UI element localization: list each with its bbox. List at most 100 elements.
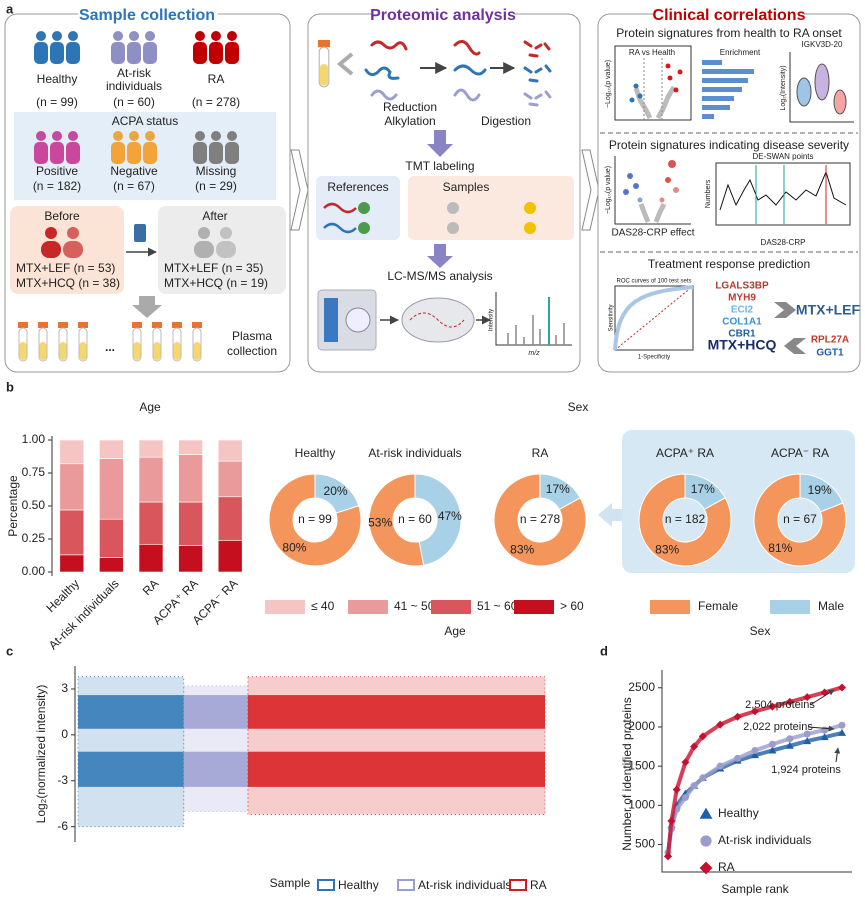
value-label: 19%	[808, 483, 832, 497]
tag	[524, 202, 536, 214]
annotation-arrow	[807, 725, 835, 732]
intensity-band	[78, 695, 184, 729]
annotation-arrow	[834, 747, 841, 763]
legend-label: ≤ 40	[311, 599, 335, 613]
bar-segment	[138, 439, 164, 458]
step-label: References	[327, 180, 388, 194]
section-title: Treatment response prediction	[648, 257, 810, 271]
value-label: 53%	[368, 515, 392, 529]
ellipsis: ...	[105, 340, 115, 354]
marker	[785, 697, 794, 706]
legend-label: 41 ~ 50	[394, 599, 435, 613]
legend-label: Male	[818, 599, 844, 613]
acpa-n: (n = 29)	[195, 179, 237, 193]
legend-label: 51 ~ 60	[477, 599, 518, 613]
x-tick-label: Healthy	[43, 576, 82, 615]
tube	[172, 322, 182, 362]
legend-swatch	[317, 879, 335, 891]
value-label: 47%	[438, 509, 462, 523]
roc-curves	[613, 285, 694, 351]
tube	[152, 322, 162, 362]
legend-swatch	[509, 879, 527, 891]
intensity-band	[183, 695, 248, 729]
chart-title: Age	[139, 400, 161, 414]
gene: COL1A1	[722, 317, 762, 328]
legend-label: Female	[698, 599, 738, 613]
bar-segment	[178, 439, 203, 455]
annotation: 1,924 proteins	[771, 764, 841, 776]
arrow	[132, 296, 162, 318]
bar-segment	[59, 463, 85, 511]
person-icon	[111, 31, 157, 64]
marker	[681, 794, 689, 802]
value-label: 81%	[768, 541, 792, 555]
title-bg	[78, 6, 218, 24]
panel-label: d	[600, 643, 608, 658]
intensity-band	[183, 751, 248, 787]
arrow	[774, 302, 796, 318]
treatment: MTX+HCQ	[708, 337, 777, 353]
tube	[38, 322, 48, 362]
axis-label: Number of identified proteins	[620, 697, 634, 850]
marker	[768, 702, 777, 711]
tube	[18, 322, 28, 362]
axis-label: m/z	[528, 350, 540, 357]
bar-segment	[178, 545, 203, 573]
bar-segment	[99, 557, 124, 573]
step-label: TMT labeling	[405, 159, 474, 173]
axis-label: −Log₁₀(p value)	[605, 166, 612, 214]
y-tick-label: -3	[57, 773, 68, 787]
group-label: individuals	[106, 79, 162, 93]
bar-segment	[59, 509, 85, 556]
chevron	[290, 149, 309, 231]
marker	[803, 737, 812, 745]
tube	[78, 322, 88, 362]
axis-label: Intensity	[489, 309, 495, 331]
marker	[664, 852, 672, 861]
axis-label: 1-Specificity	[638, 355, 670, 361]
mini-title: RA vs Health	[629, 48, 675, 57]
intensity-range	[247, 676, 546, 815]
marker	[700, 835, 712, 847]
marker	[716, 720, 725, 729]
plasma-label: Plasma	[232, 329, 272, 343]
proteins	[364, 40, 487, 102]
marker	[672, 785, 681, 794]
pie-center: n = 99	[298, 512, 332, 526]
step-label: Alkylation	[384, 114, 435, 128]
y-tick-label: 1.00	[22, 432, 46, 446]
violins	[796, 63, 847, 115]
title-bg	[654, 6, 804, 24]
mini-volcano-points	[629, 58, 683, 120]
pie-center: n = 182	[665, 512, 706, 526]
bar-segment	[99, 518, 124, 558]
value-label: 83%	[655, 542, 679, 556]
person-icon	[111, 131, 157, 164]
group-n: (n = 99)	[36, 95, 78, 109]
before-line: MTX+LEF (n = 53)	[16, 261, 115, 275]
plasma-label: collection	[227, 344, 277, 358]
bar-segment	[178, 454, 203, 503]
gene: LGALS3BP	[715, 281, 769, 292]
group-label: Healthy	[37, 72, 78, 86]
tube	[192, 322, 202, 362]
group-n: (n = 60)	[113, 95, 155, 109]
legend-label: RA	[718, 860, 735, 874]
bar-segment	[138, 456, 164, 503]
y-tick-label: 0.75	[22, 465, 46, 479]
annotation: 2,504 proteins	[745, 699, 815, 711]
donut-slice	[493, 473, 587, 567]
tag	[447, 202, 459, 214]
legend-label: At-risk individuals	[718, 833, 811, 847]
mini-line	[719, 170, 847, 211]
marker	[751, 751, 759, 759]
legend-label: Healthy	[338, 878, 379, 892]
before-line: MTX+HCQ (n = 38)	[16, 276, 120, 290]
marker	[681, 758, 690, 767]
arrow	[598, 503, 622, 527]
axis-label: Log₂(normalized intensity)	[34, 685, 48, 824]
marker	[803, 730, 811, 738]
pie-title: ACPA⁺ RA	[656, 446, 714, 460]
arrow	[427, 244, 453, 268]
acpa-n: (n = 182)	[33, 179, 81, 193]
